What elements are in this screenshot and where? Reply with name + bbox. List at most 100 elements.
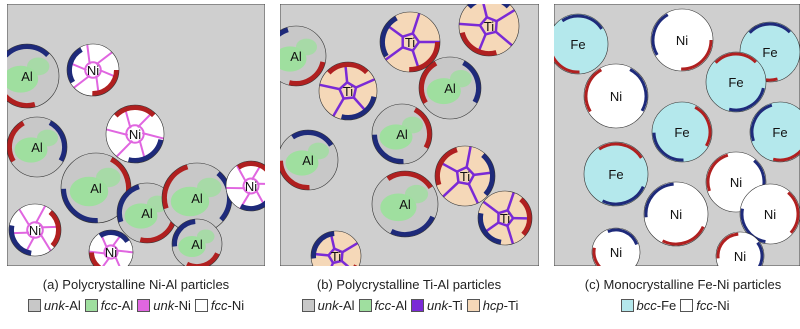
particle-label: Fe — [728, 75, 743, 90]
fcc-region — [124, 203, 158, 229]
particle-outline — [310, 230, 362, 266]
panel-a-particles: Ni Al Al Ni Al Al Ni Al Ni Ni Al — [7, 43, 265, 266]
panel-b-particles: Ti Ti Al Ti Al Al Al Ti Al Ti Ti — [280, 4, 533, 266]
particle-rim — [554, 44, 580, 74]
particle-label: Ni — [245, 179, 257, 194]
particle-rim — [644, 182, 674, 218]
particle-label: Fe — [674, 125, 689, 140]
grain-boundary — [341, 242, 359, 254]
particle-rim — [380, 14, 398, 58]
grain-boundary — [411, 13, 421, 34]
particle-rim — [750, 103, 773, 142]
legend-swatch — [680, 299, 694, 312]
grain-boundary — [455, 165, 476, 186]
legend-swatch — [194, 299, 208, 312]
grain-boundary — [467, 183, 479, 204]
particle-body — [554, 14, 608, 74]
grain-boundary — [442, 181, 460, 198]
panel-c-caption: (c) Monocrystalline Fe-Ni particles — [584, 277, 782, 292]
legend-label: fcc-Ni — [696, 298, 730, 313]
particle-label: Ti — [343, 84, 353, 99]
grain-boundary — [506, 225, 515, 245]
particle-label: Ti — [331, 249, 341, 264]
particle-body — [89, 230, 133, 266]
particle-outline — [88, 229, 134, 266]
grain-boundary — [465, 146, 472, 168]
fcc-region — [197, 229, 215, 244]
particle-rim — [288, 61, 326, 86]
legend-item: bcc-Fe — [620, 298, 676, 313]
particle-label: Fe — [570, 37, 585, 52]
particle: Al — [280, 129, 339, 191]
grain-boundary — [325, 262, 335, 266]
particle-body — [459, 4, 519, 56]
particle-outline — [650, 8, 714, 72]
legend-swatch — [84, 299, 98, 312]
particle: Ni — [583, 63, 649, 129]
particle-label: Ti — [500, 211, 510, 226]
particle-outline — [371, 103, 433, 165]
particle: Al — [7, 43, 60, 109]
particle-rim — [728, 87, 765, 112]
grain-boundary — [86, 44, 91, 65]
grain-boundary — [506, 192, 515, 211]
particle-rim — [714, 52, 757, 64]
fcc-region — [379, 124, 413, 150]
particle-rim — [435, 146, 458, 186]
particle-body — [9, 204, 61, 256]
particle: Al — [60, 152, 132, 224]
particle-rim — [290, 130, 335, 147]
grain-boundary — [401, 31, 421, 53]
fcc-region — [7, 65, 39, 93]
particle-outline — [458, 4, 520, 57]
particle: Ni — [650, 8, 714, 72]
particle: Ti — [434, 145, 496, 207]
particle-rim — [236, 161, 265, 176]
particle-label: Ti — [405, 35, 415, 50]
panel-c-particles: Ni Fe Ni Fe Fe Fe Fe Ni Fe Ni Ni Ni Ni — [554, 8, 800, 266]
particle-label: Al — [191, 191, 203, 206]
particle-label: Ni — [764, 207, 776, 222]
grain-boundary — [26, 221, 44, 239]
grain-boundary — [18, 208, 31, 227]
legend-item: unk-Ti — [411, 298, 463, 313]
particle-rim — [7, 119, 25, 163]
grain-boundary — [495, 30, 513, 47]
particle: Ti — [458, 4, 520, 57]
grain-boundary — [125, 124, 145, 144]
particle: Ni — [643, 181, 709, 247]
particle-rim — [751, 241, 764, 266]
particle-rim — [385, 171, 434, 190]
particle-rim — [607, 228, 639, 246]
particle-rim — [9, 224, 32, 256]
grain-boundary — [497, 208, 515, 228]
particle-outline — [280, 25, 327, 87]
particle: Ni — [715, 231, 765, 266]
particle-rim — [413, 106, 432, 150]
panel-c-figure: Ni Fe Ni Fe Fe Fe Fe Ni Fe Ni Ni Ni Ni — [554, 4, 800, 266]
particle: Al — [371, 103, 433, 165]
fcc-region — [450, 70, 472, 88]
legend-label: fcc-Ni — [210, 298, 245, 313]
panel-a-caption: (a) Polycrystalline Ni-Al particles — [42, 277, 230, 292]
fcc-region — [37, 129, 58, 147]
grain-boundary — [73, 74, 91, 89]
particle-outline — [705, 51, 767, 113]
particle-rim — [7, 82, 36, 108]
fcc-region — [96, 167, 121, 188]
fcc-region — [170, 186, 210, 217]
particle-outline — [583, 141, 649, 207]
particle-rim — [478, 212, 502, 245]
particle: Al — [418, 56, 482, 120]
legend-label: hcp-Ti — [482, 298, 519, 313]
particle-label: Ni — [129, 127, 141, 142]
particle-rim — [419, 60, 438, 105]
particle-label: Ni — [730, 175, 742, 190]
particle-rim — [706, 153, 729, 192]
legend-label: unk-Ti — [427, 298, 463, 313]
particle: Fe — [651, 101, 713, 163]
particle-outline — [66, 43, 120, 97]
particle-rim — [340, 95, 377, 120]
grain-boundary — [39, 233, 52, 252]
legend-swatch — [358, 299, 372, 312]
